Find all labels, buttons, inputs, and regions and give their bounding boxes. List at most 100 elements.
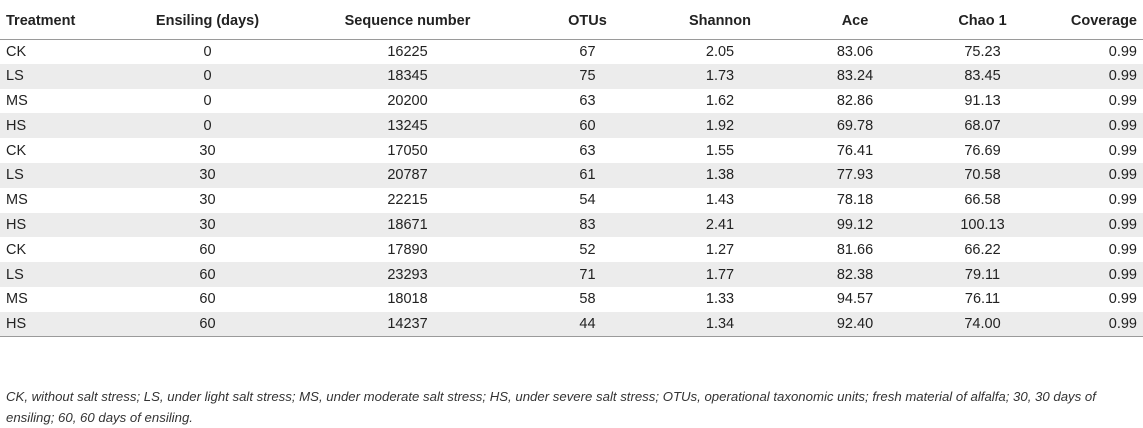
cell-coverage: 0.99 — [1108, 68, 1137, 85]
cell-ace: 82.38 — [836, 266, 874, 283]
cell-chao1: 68.07 — [964, 117, 1001, 134]
cell-treatment: CK — [6, 43, 27, 60]
cell-ace: 69.78 — [836, 117, 874, 134]
cell-sequence-number: 18018 — [387, 291, 428, 308]
cell-otus: 58 — [579, 291, 596, 308]
cell-otus: 71 — [579, 266, 596, 283]
cell-chao1: 66.58 — [964, 192, 1001, 209]
cell-shannon: 1.43 — [705, 192, 735, 209]
cell-ace: 99.12 — [836, 216, 874, 233]
cell-coverage: 0.99 — [1108, 241, 1137, 258]
cell-coverage: 0.99 — [1108, 92, 1137, 109]
cell-ace: 81.66 — [836, 241, 874, 258]
cell-treatment: LS — [6, 266, 24, 283]
cell-ensiling-days: 60 — [120, 311, 295, 338]
cell-treatment: LS — [6, 68, 24, 85]
cell-sequence-number: 16225 — [387, 43, 428, 60]
cell-treatment: LS — [6, 167, 24, 184]
cell-ace: 92.40 — [785, 311, 925, 338]
table-row: LS 0 18345 75 1.73 83.24 83.45 0.99 — [0, 63, 1143, 89]
cell-shannon: 1.73 — [705, 68, 735, 85]
cell-ace: 82.86 — [836, 92, 874, 109]
table-row: MS 0 20200 63 1.62 82.86 91.13 0.99 — [0, 89, 1143, 114]
cell-chao1: 66.22 — [964, 241, 1001, 258]
cell-ensiling-days: 0 — [203, 68, 212, 85]
cell-treatment: CK — [6, 241, 27, 258]
cell-chao1: 76.69 — [964, 142, 1001, 159]
cell-treatment: HS — [0, 311, 120, 338]
header-chao1: Chao 1 — [925, 4, 1040, 40]
cell-chao1: 74.00 — [925, 311, 1040, 338]
table-row: MS 60 18018 58 1.33 94.57 76.11 0.99 — [0, 287, 1143, 312]
cell-otus: 44 — [520, 311, 655, 338]
table-row: HS 60 14237 44 1.34 92.40 74.00 0.99 — [0, 311, 1143, 338]
cell-chao1: 70.58 — [964, 167, 1001, 184]
cell-otus: 67 — [579, 43, 596, 60]
cell-coverage: 0.99 — [1108, 291, 1137, 308]
cell-sequence-number: 17890 — [387, 241, 428, 258]
header-coverage: Coverage — [1040, 4, 1143, 40]
cell-coverage: 0.99 — [1108, 216, 1137, 233]
cell-coverage: 0.99 — [1108, 43, 1137, 60]
cell-coverage: 0.99 — [1108, 192, 1137, 209]
cell-chao1: 79.11 — [964, 266, 1001, 283]
cell-treatment: CK — [6, 142, 27, 159]
cell-sequence-number: 18345 — [387, 68, 428, 85]
cell-sequence-number: 23293 — [387, 266, 428, 283]
cell-chao1: 91.13 — [964, 92, 1001, 109]
cell-sequence-number: 17050 — [387, 142, 428, 159]
cell-ensiling-days: 30 — [199, 192, 216, 209]
cell-otus: 63 — [579, 142, 596, 159]
cell-coverage: 0.99 — [1108, 142, 1137, 159]
cell-ace: 94.57 — [836, 291, 874, 308]
cell-treatment: HS — [6, 117, 27, 134]
cell-ensiling-days: 0 — [203, 92, 212, 109]
cell-otus: 54 — [579, 192, 596, 209]
cell-ace: 78.18 — [836, 192, 874, 209]
table-row: LS 30 20787 61 1.38 77.93 70.58 0.99 — [0, 162, 1143, 188]
header-treatment: Treatment — [0, 4, 120, 40]
cell-sequence-number: 13245 — [387, 117, 428, 134]
cell-otus: 75 — [579, 68, 596, 85]
cell-sequence-number: 20200 — [387, 92, 428, 109]
table-row: CK 60 17890 52 1.27 81.66 66.22 0.99 — [0, 237, 1143, 262]
cell-ensiling-days: 30 — [199, 142, 216, 159]
cell-shannon: 1.33 — [705, 291, 735, 308]
cell-sequence-number: 22215 — [387, 192, 428, 209]
cell-shannon: 1.34 — [655, 311, 785, 338]
cell-shannon: 1.38 — [705, 167, 735, 184]
cell-ensiling-days: 60 — [199, 266, 216, 283]
cell-shannon: 1.77 — [705, 266, 735, 283]
cell-coverage: 0.99 — [1108, 167, 1137, 184]
cell-treatment: MS — [6, 291, 28, 308]
cell-otus: 61 — [579, 167, 596, 184]
cell-chao1: 83.45 — [964, 68, 1001, 85]
cell-chao1: 76.11 — [964, 291, 1001, 308]
cell-ace: 83.06 — [836, 43, 874, 60]
cell-ensiling-days: 0 — [203, 117, 212, 134]
cell-shannon: 2.05 — [705, 43, 735, 60]
table-footnote: CK, without salt stress; LS, under light… — [6, 389, 1096, 425]
cell-sequence-number: 14237 — [295, 311, 520, 338]
cell-shannon: 1.27 — [705, 241, 735, 258]
table-row: CK 30 17050 63 1.55 76.41 76.69 0.99 — [0, 138, 1143, 163]
cell-ace: 77.93 — [836, 167, 874, 184]
cell-sequence-number: 20787 — [387, 167, 428, 184]
cell-ace: 83.24 — [836, 68, 874, 85]
cell-shannon: 1.55 — [705, 142, 735, 159]
cell-treatment: MS — [6, 192, 28, 209]
table-body: CK 0 16225 67 2.05 83.06 75.23 0.99 LS 0 18345 75 1.… — [0, 39, 1143, 338]
table-row: HS 0 13245 60 1.92 69.78 68.07 0.99 — [0, 113, 1143, 139]
table-row: MS 30 22215 54 1.43 78.18 66.58 0.99 — [0, 188, 1143, 213]
cell-ensiling-days: 0 — [203, 43, 212, 60]
cell-coverage: 0.99 — [1108, 117, 1137, 134]
cell-chao1: 75.23 — [964, 43, 1001, 60]
cell-sequence-number: 18671 — [387, 216, 428, 233]
cell-chao1: 100.13 — [960, 216, 1005, 233]
cell-shannon: 2.41 — [705, 216, 735, 233]
cell-otus: 60 — [579, 117, 596, 134]
cell-ace: 76.41 — [836, 142, 874, 159]
cell-coverage: 0.99 — [1040, 311, 1143, 338]
data-table: Treatment Ensiling (days) Sequence numbe… — [0, 4, 1143, 338]
